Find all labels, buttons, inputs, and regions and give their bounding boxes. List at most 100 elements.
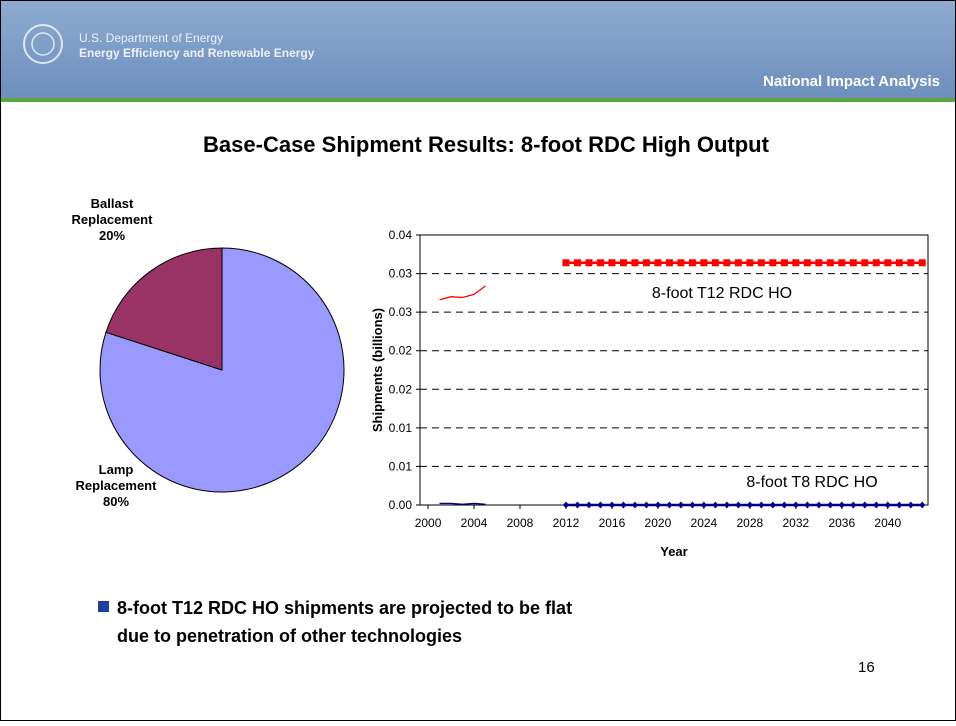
marker — [654, 259, 662, 267]
marker — [872, 259, 880, 267]
marker — [826, 259, 834, 267]
marker — [585, 501, 592, 509]
y-tick-label: 0.02 — [389, 382, 413, 396]
marker — [666, 501, 673, 509]
pie-label: Lamp Replacement — [76, 462, 158, 493]
x-tick-label: 2008 — [507, 516, 534, 530]
marker — [585, 259, 593, 267]
marker — [619, 259, 627, 267]
marker — [919, 501, 926, 509]
marker — [907, 259, 915, 267]
marker — [873, 501, 880, 509]
marker — [918, 259, 926, 267]
header-office: Energy Efficiency and Renewable Energy — [79, 46, 315, 60]
series-label: 8-foot T12 RDC HO — [652, 285, 792, 302]
marker — [861, 501, 868, 509]
y-tick-label: 0.03 — [389, 305, 413, 319]
marker — [642, 259, 650, 267]
marker — [688, 259, 696, 267]
marker — [700, 259, 708, 267]
page-number: 16 — [858, 659, 875, 676]
marker — [838, 501, 845, 509]
marker — [574, 501, 581, 509]
marker — [884, 501, 891, 509]
marker — [597, 501, 604, 509]
header-bar — [0, 0, 956, 98]
series-line — [439, 285, 486, 301]
marker — [792, 501, 799, 509]
pie-label: Ballast Replacement — [72, 196, 154, 227]
marker — [643, 501, 650, 509]
header-org: U.S. Department of Energy — [79, 31, 223, 45]
y-axis-title: Shipments (billions) — [370, 308, 385, 432]
y-tick-label: 0.02 — [389, 344, 413, 358]
marker — [723, 259, 731, 267]
marker — [712, 501, 719, 509]
x-axis-title: Year — [660, 544, 687, 559]
y-tick-label: 0.00 — [389, 498, 413, 512]
series-label: 8-foot T8 RDC HO — [746, 474, 877, 491]
marker — [827, 501, 834, 509]
marker — [896, 501, 903, 509]
y-tick-label: 0.01 — [389, 459, 413, 473]
x-tick-label: 2020 — [645, 516, 672, 530]
marker — [677, 501, 684, 509]
marker — [769, 259, 777, 267]
x-tick-label: 2012 — [553, 516, 580, 530]
marker — [850, 501, 857, 509]
pie-value-label: 80% — [103, 494, 129, 509]
marker — [562, 259, 570, 267]
marker — [746, 501, 753, 509]
marker — [907, 501, 914, 509]
marker — [838, 259, 846, 267]
marker — [757, 259, 765, 267]
marker — [884, 259, 892, 267]
marker — [804, 501, 811, 509]
marker — [815, 259, 823, 267]
marker — [780, 259, 788, 267]
x-tick-label: 2036 — [828, 516, 855, 530]
marker — [654, 501, 661, 509]
marker — [735, 501, 742, 509]
slide-title: Base-Case Shipment Results: 8-foot RDC H… — [203, 132, 770, 157]
marker — [746, 259, 754, 267]
header-rule — [0, 98, 956, 102]
marker — [608, 501, 615, 509]
header-section: National Impact Analysis — [763, 73, 940, 90]
bullet-text: 8-foot T12 RDC HO shipments are projecte… — [117, 598, 572, 646]
marker — [723, 501, 730, 509]
marker — [758, 501, 765, 509]
x-tick-label: 2016 — [599, 516, 626, 530]
y-tick-label: 0.03 — [389, 267, 413, 281]
x-tick-label: 2032 — [782, 516, 809, 530]
pie-slice — [105, 247, 223, 371]
marker — [631, 501, 638, 509]
series-label-bg — [720, 471, 904, 493]
marker — [792, 259, 800, 267]
logo — [23, 24, 63, 64]
x-tick-label: 2000 — [415, 516, 442, 530]
marker — [608, 259, 616, 267]
series-label-bg — [630, 282, 814, 304]
marker — [596, 259, 604, 267]
marker — [665, 259, 673, 267]
marker — [769, 501, 776, 509]
x-tick-label: 2040 — [874, 516, 901, 530]
y-tick-label: 0.04 — [389, 228, 413, 242]
marker — [620, 501, 627, 509]
marker — [861, 259, 869, 267]
y-tick-label: 0.01 — [389, 421, 413, 435]
marker — [849, 259, 857, 267]
marker — [677, 259, 685, 267]
pie-value-label: 20% — [99, 228, 125, 243]
marker — [803, 259, 811, 267]
marker — [734, 259, 742, 267]
logo-inner — [31, 32, 55, 56]
marker — [631, 259, 639, 267]
marker — [815, 501, 822, 509]
x-tick-label: 2028 — [737, 516, 764, 530]
x-tick-label: 2004 — [461, 516, 488, 530]
marker — [781, 501, 788, 509]
